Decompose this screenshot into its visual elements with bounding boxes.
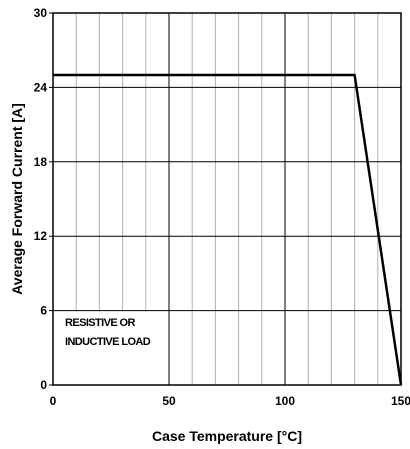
x-axis-label: Case Temperature [°C]: [152, 428, 302, 444]
y-tick-label: 30: [34, 6, 48, 20]
series-layer: [53, 73, 403, 386]
y-tick-labels: 0 6 12 18 24 30: [34, 6, 48, 392]
series-line: [53, 73, 403, 386]
plot-frame: [49, 12, 402, 386]
y-tick-label: 24: [34, 80, 48, 94]
annotation-background: [54, 311, 168, 384]
x-tick-labels: 0 50 100 150: [50, 394, 410, 408]
x-tick-label: 100: [275, 394, 295, 408]
y-tick-label: 6: [40, 304, 47, 318]
y-tick-label: 0: [40, 378, 47, 392]
annotation-line-1: RESISTIVE OR: [65, 317, 135, 329]
annotation-line-2: INDUCTIVE LOAD: [65, 336, 151, 348]
plot-border: [52, 12, 402, 386]
y-axis-label: Average Forward Current [A]: [9, 103, 25, 295]
y-tick-label: 12: [34, 229, 48, 243]
x-tick-label: 150: [391, 394, 410, 408]
x-tick-label: 0: [50, 394, 57, 408]
x-tick-label: 50: [162, 394, 176, 408]
y-tick-label: 18: [34, 155, 48, 169]
